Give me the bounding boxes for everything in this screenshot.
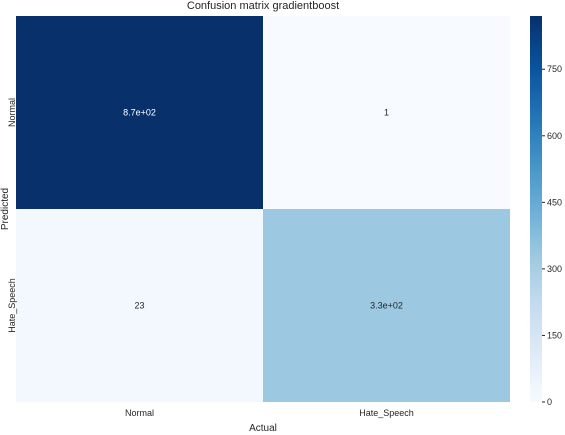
colorbar-tick-label-2: 300 [547,264,562,274]
y-tick-label-0: Normal [7,98,17,127]
heatmap-cell-label-0-0: 8.7e+02 [123,108,156,118]
heatmap-cell-0-0 [16,16,263,209]
x-tick-label-0: Normal [125,408,154,418]
colorbar-tick-label-4: 600 [547,131,562,141]
heatmap-cell-label-1-0: 23 [134,301,144,311]
heatmap-cells [16,16,510,402]
colorbar-ticks: 0 150 300 450 600 750 [542,64,562,407]
x-axis-label: Actual [249,423,277,434]
chart-title: Confusion matrix gradientboost [187,0,339,12]
heatmap-cell-0-1 [263,16,510,209]
heatmap-cell-1-0 [16,209,263,402]
heatmap-cell-labels: 8.7e+02 1 23 3.3e+02 [123,108,403,311]
colorbar-tick-label-0: 0 [547,397,552,407]
y-axis-tick-labels: Normal Hate_Speech [7,98,17,333]
colorbar-tick-label-5: 750 [547,64,562,74]
x-axis-tick-labels: Normal Hate_Speech [125,408,414,418]
heatmap-cell-label-0-1: 1 [384,108,389,118]
colorbar-gradient [530,16,542,402]
y-tick-label-1: Hate_Speech [7,278,17,333]
y-axis-label: Predicted [0,188,11,230]
colorbar: 0 150 300 450 600 750 [530,16,562,407]
x-tick-label-1: Hate_Speech [359,408,414,418]
colorbar-tick-label-1: 150 [547,330,562,340]
heatmap-cell-label-1-1: 3.3e+02 [370,301,403,311]
heatmap-cell-1-1 [263,209,510,402]
colorbar-tick-label-3: 450 [547,197,562,207]
